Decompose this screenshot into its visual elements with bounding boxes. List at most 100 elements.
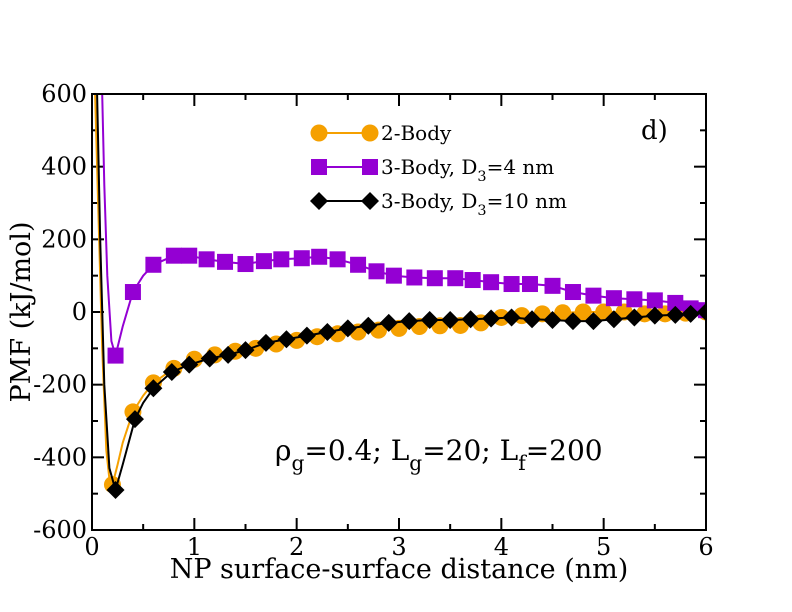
data-point [219, 345, 238, 364]
y-tick-label: 0 [72, 298, 87, 326]
data-point [564, 284, 581, 301]
data-point [482, 309, 501, 328]
data-point [406, 269, 423, 286]
series-line [94, 94, 706, 486]
legend-marker-start [310, 124, 328, 142]
panel-label: d) [641, 116, 668, 146]
data-point [574, 303, 592, 321]
y-tick-label: -600 [33, 516, 87, 544]
legend-label: 2-Body [381, 121, 452, 145]
data-point [273, 251, 290, 268]
data-point [181, 247, 198, 264]
data-point [461, 310, 480, 329]
data-point [523, 310, 542, 329]
data-point [200, 349, 219, 368]
data-point [646, 292, 663, 309]
data-point [144, 379, 163, 398]
legend-marker-start [310, 192, 328, 210]
data-point [426, 270, 443, 287]
x-tick-label: 4 [494, 533, 509, 561]
legend: 2-Body 3-Body, D3=4 nm 3-Body, D3=10 nm [310, 121, 567, 219]
data-point [626, 291, 643, 308]
legend-marker-end [362, 159, 378, 175]
data-point [338, 319, 357, 338]
x-tick-label: 3 [391, 533, 406, 561]
data-point [198, 251, 215, 268]
legend-marker-end [361, 124, 379, 142]
data-point [329, 251, 346, 268]
legend-marker-start [311, 159, 327, 175]
data-point [666, 305, 685, 324]
data-point [297, 326, 316, 345]
data-point [585, 287, 602, 304]
data-point [368, 263, 385, 280]
data-point [521, 276, 538, 293]
data-point [145, 256, 162, 273]
legend-entry-2: 3-Body, D3=4 nm [311, 155, 554, 185]
data-point [350, 256, 367, 273]
y-tick-label: 200 [41, 225, 87, 253]
data-point [237, 256, 254, 273]
data-point [162, 362, 181, 381]
data-point [543, 310, 562, 329]
data-point [277, 330, 296, 349]
series-layer [94, 94, 706, 500]
data-point [625, 308, 644, 327]
series-2 [101, 94, 706, 364]
data-point [441, 310, 460, 329]
y-axis-title: PMF (kJ/mol) [6, 222, 37, 403]
data-point [420, 310, 439, 329]
data-point [125, 410, 144, 429]
data-point [605, 290, 622, 307]
data-point [124, 284, 141, 301]
data-point [563, 312, 582, 331]
data-point [107, 347, 124, 364]
y-tick-label: -400 [33, 443, 87, 471]
data-point [255, 253, 272, 270]
legend-label: 3-Body, D3=4 nm [381, 155, 554, 185]
series-3 [96, 94, 706, 500]
data-point [217, 253, 234, 270]
data-point [697, 303, 706, 321]
parameter-annotation: ρg=0.4; Lg=20; Lf=200 [275, 434, 603, 475]
data-point [483, 274, 500, 291]
data-point [667, 294, 684, 311]
data-point [502, 308, 521, 327]
data-point [359, 316, 378, 335]
data-point [584, 312, 603, 331]
data-point [180, 355, 199, 374]
data-point [256, 333, 275, 352]
plot-frame [91, 93, 707, 531]
data-point [379, 313, 398, 332]
y-tick-label: -200 [33, 371, 87, 399]
legend-label: 3-Body, D3=10 nm [381, 189, 567, 219]
data-point [447, 270, 464, 287]
y-tick-label: 600 [41, 80, 87, 108]
legend-entry-3: 3-Body, D3=10 nm [310, 189, 567, 219]
data-point [544, 277, 561, 294]
data-point [503, 276, 520, 293]
x-tick-label: 1 [187, 533, 202, 561]
data-point [554, 304, 572, 322]
tick-labels: 0 1 2 3 4 5 6 -600 -400 -200 0 200 400 600 [33, 80, 714, 561]
data-point [385, 267, 402, 284]
legend-marker-end [361, 192, 379, 210]
data-point [106, 481, 125, 500]
data-point [604, 310, 623, 329]
data-point [681, 304, 700, 323]
data-point [318, 322, 337, 341]
x-tick-label: 5 [596, 533, 611, 561]
x-axis-title: NP surface-surface distance (nm) [170, 554, 629, 585]
y-tick-label: 400 [41, 153, 87, 181]
x-tick-label: 2 [289, 533, 304, 561]
data-point [311, 248, 328, 265]
legend-entry-1: 2-Body [310, 121, 452, 145]
data-point [464, 272, 481, 289]
data-point [165, 247, 182, 264]
x-tick-label: 6 [698, 533, 713, 561]
data-point [293, 250, 310, 267]
data-point [400, 312, 419, 331]
data-point [645, 306, 664, 325]
x-tick-label: 0 [84, 533, 99, 561]
